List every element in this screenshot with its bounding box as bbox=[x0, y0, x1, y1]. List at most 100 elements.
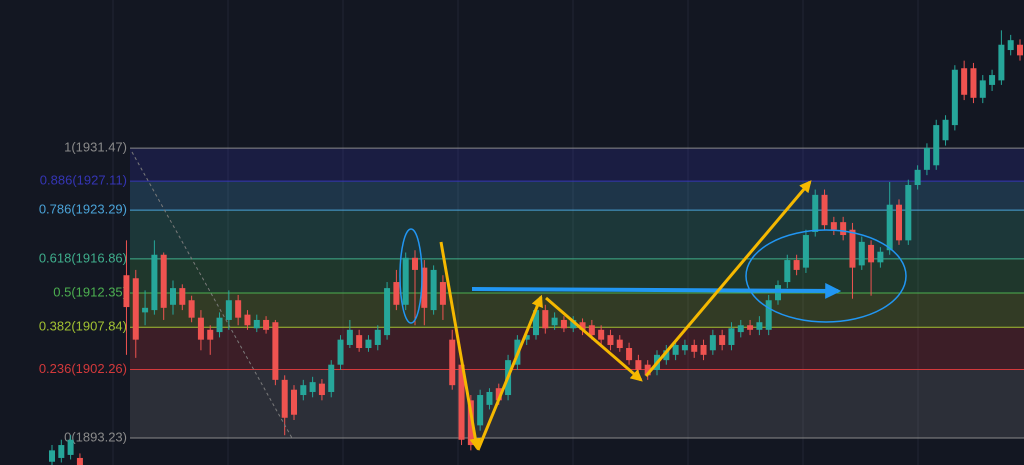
candle-body bbox=[700, 344, 707, 355]
candle-body bbox=[598, 329, 605, 340]
candle-body bbox=[132, 278, 139, 340]
candle-body bbox=[979, 80, 986, 98]
fib-level-label: 0(1893.23) bbox=[64, 429, 127, 444]
candle-body bbox=[765, 300, 772, 330]
candle-body bbox=[486, 391, 493, 405]
candle-body bbox=[626, 348, 633, 361]
candle-body bbox=[923, 147, 930, 170]
candle-body bbox=[914, 169, 921, 185]
candle-body bbox=[458, 364, 465, 440]
candle-body bbox=[802, 235, 809, 268]
candle-body bbox=[235, 300, 242, 318]
candle-body bbox=[188, 300, 195, 318]
yellow-arrow bbox=[545, 296, 643, 382]
candle-body bbox=[542, 310, 549, 329]
candle-body bbox=[412, 257, 418, 270]
candle-body bbox=[896, 204, 902, 241]
candle-body bbox=[309, 382, 316, 392]
fib-level-label: 0.786(1923.29) bbox=[39, 202, 127, 217]
candle-body bbox=[142, 307, 149, 313]
candle-body bbox=[933, 125, 940, 166]
fib-zone bbox=[130, 369, 1024, 439]
candle-body bbox=[747, 325, 754, 330]
candle-body bbox=[67, 439, 74, 455]
candle-body bbox=[216, 317, 223, 333]
candle-body bbox=[560, 319, 567, 329]
candle-body bbox=[263, 319, 270, 330]
candle-body bbox=[830, 222, 837, 230]
highlight-ellipse bbox=[399, 228, 423, 324]
candle-body bbox=[170, 288, 176, 305]
fib-zone bbox=[130, 293, 1024, 328]
candle-body bbox=[495, 388, 502, 401]
candle-body bbox=[160, 254, 167, 308]
candle-body bbox=[1007, 40, 1014, 51]
fib-level-label: 0.886(1927.11) bbox=[40, 173, 127, 188]
candle-body bbox=[588, 325, 595, 336]
candle-body bbox=[942, 119, 949, 141]
candle-body bbox=[356, 335, 363, 349]
candle-body bbox=[1017, 44, 1023, 56]
candle-body bbox=[430, 269, 437, 311]
candle-body bbox=[449, 339, 456, 386]
candle-body bbox=[989, 75, 996, 85]
fib-zone bbox=[130, 181, 1024, 211]
candle-body bbox=[886, 204, 893, 251]
candle-body bbox=[821, 194, 828, 226]
candle-body bbox=[346, 329, 353, 345]
candle-body bbox=[784, 260, 791, 283]
candle-body bbox=[393, 282, 400, 305]
fib-level-label: 0.5(1912.35) bbox=[53, 284, 127, 299]
fib-zone bbox=[130, 327, 1024, 370]
candle-body bbox=[523, 335, 530, 340]
candle-body bbox=[58, 445, 65, 458]
candle-body bbox=[225, 300, 232, 320]
candle-body bbox=[709, 335, 716, 351]
candle-body bbox=[737, 325, 744, 333]
candle-body bbox=[681, 344, 688, 351]
candle-body bbox=[244, 314, 251, 326]
candle-body bbox=[374, 329, 381, 345]
candle-body bbox=[970, 68, 977, 98]
candle-body bbox=[793, 260, 800, 270]
trend-line bbox=[131, 151, 293, 439]
candle-body bbox=[318, 383, 325, 396]
candle-body bbox=[384, 288, 391, 336]
candle-body bbox=[533, 310, 539, 336]
candle-body bbox=[197, 317, 204, 340]
candle-body bbox=[905, 184, 912, 241]
candle-body bbox=[849, 229, 856, 268]
candle-body bbox=[123, 275, 130, 308]
fibonacci-retracement: 1(1931.47) 0.886(1927.11) 0.786(1923.29) 0.… bbox=[39, 140, 1024, 444]
highlight-ellipse bbox=[745, 229, 907, 323]
annotations bbox=[131, 151, 907, 451]
fib-zone bbox=[130, 148, 1024, 182]
candle-body bbox=[812, 194, 819, 233]
candle-body bbox=[616, 339, 623, 349]
candle-body bbox=[328, 364, 335, 392]
fib-zone bbox=[130, 258, 1024, 294]
candle-body bbox=[951, 69, 958, 126]
candle-body bbox=[691, 344, 698, 352]
yellow-arrow bbox=[439, 241, 482, 451]
candle-body bbox=[756, 322, 763, 330]
candle-body bbox=[291, 389, 297, 415]
candle-body bbox=[858, 241, 865, 266]
fib-zone bbox=[130, 210, 1024, 259]
candle-body bbox=[607, 335, 614, 345]
fib-level-label: 0.618(1916.86) bbox=[39, 250, 127, 265]
fib-level-label: 0.236(1902.26) bbox=[39, 361, 127, 376]
candle-body bbox=[151, 254, 158, 311]
candle-body bbox=[877, 251, 884, 263]
candle-body bbox=[49, 450, 55, 462]
candle-body bbox=[635, 360, 642, 370]
candle-body bbox=[644, 364, 651, 376]
candle-body bbox=[76, 457, 83, 465]
fib-level-label: 0.382(1907.84) bbox=[39, 319, 127, 334]
candle-body bbox=[663, 350, 670, 361]
blue-arrow bbox=[471, 282, 842, 299]
yellow-arrow bbox=[644, 180, 812, 377]
candle-body bbox=[272, 322, 279, 380]
